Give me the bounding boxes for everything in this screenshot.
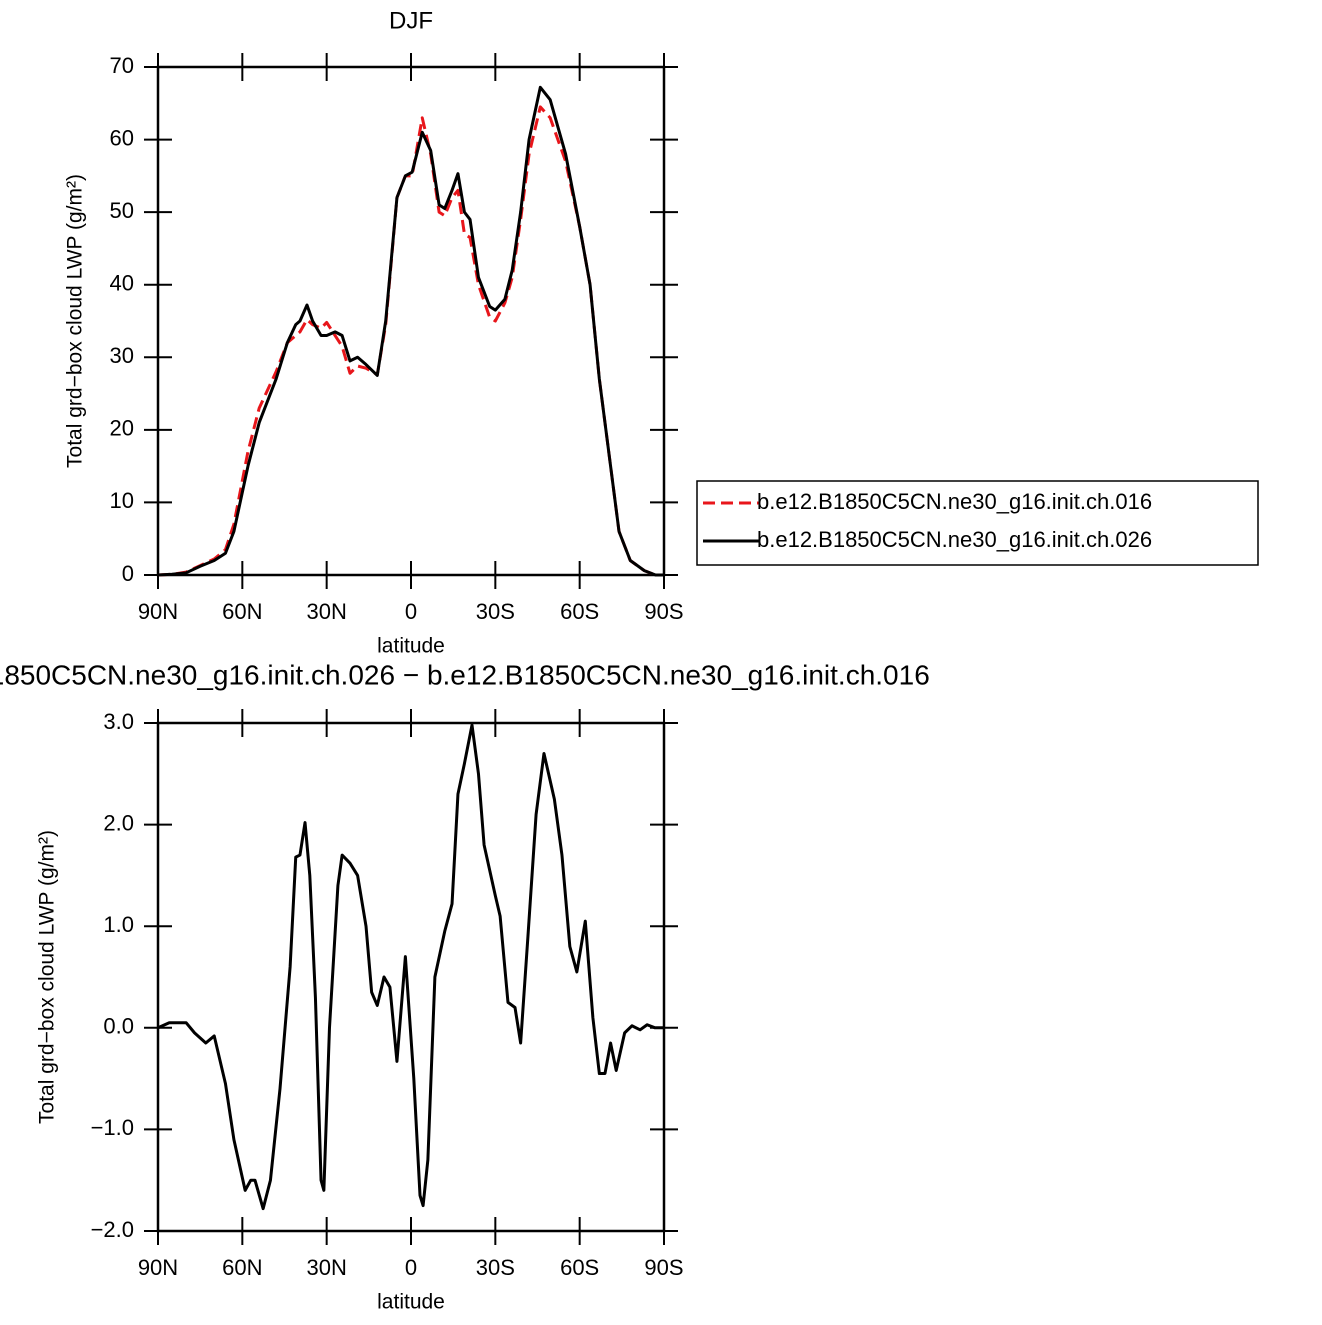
chart-title: b.e12.B1850C5CN.ne30_g16.init.ch.026 − b… (0, 659, 930, 690)
x-tick-label: 90S (644, 1255, 683, 1280)
x-tick-label: 30N (306, 1255, 346, 1280)
x-tick-label: 60S (560, 599, 599, 624)
y-axis-label: Total grd−box cloud LWP (g/m²) (64, 174, 87, 468)
x-tick-label: 90N (138, 599, 178, 624)
legend-label: b.e12.B1850C5CN.ne30_g16.init.ch.016 (757, 489, 1152, 514)
y-tick-label: 20 (110, 416, 134, 441)
x-axis-label: latitude (377, 635, 445, 658)
x-tick-label: 30N (306, 599, 346, 624)
y-tick-label: 1.0 (103, 912, 134, 937)
line-series (157, 105, 664, 577)
chart-title: DJF (389, 7, 433, 34)
y-tick-label: 70 (110, 53, 134, 78)
x-tick-label: 0 (405, 599, 417, 624)
y-tick-label: −2.0 (91, 1217, 134, 1242)
x-tick-label: 30S (476, 599, 515, 624)
plot-frame (156, 721, 666, 1233)
y-tick-label: 0 (122, 561, 134, 586)
line-series (157, 723, 664, 1211)
y-tick-label: 60 (110, 125, 134, 150)
legend-box (696, 480, 1259, 566)
y-axis-label: Total grd−box cloud LWP (g/m²) (36, 830, 59, 1124)
y-tick-label: 0.0 (103, 1014, 134, 1039)
x-tick-label: 60N (222, 1255, 262, 1280)
x-tick-label: 90S (644, 599, 683, 624)
x-tick-label: 0 (405, 1255, 417, 1280)
x-axis-label: latitude (377, 1291, 445, 1314)
y-tick-label: 40 (110, 271, 134, 296)
y-tick-label: 50 (110, 198, 134, 223)
y-tick-label: 30 (110, 343, 134, 368)
y-tick-label: −1.0 (91, 1115, 134, 1140)
y-tick-label: 10 (110, 488, 134, 513)
line-series (157, 85, 664, 577)
plot-frame (156, 65, 666, 577)
y-tick-label: 2.0 (103, 810, 134, 835)
x-tick-label: 90N (138, 1255, 178, 1280)
y-tick-label: 3.0 (103, 709, 134, 734)
x-tick-label: 60N (222, 599, 262, 624)
x-tick-label: 30S (476, 1255, 515, 1280)
legend-label: b.e12.B1850C5CN.ne30_g16.init.ch.026 (757, 527, 1152, 552)
x-tick-label: 60S (560, 1255, 599, 1280)
